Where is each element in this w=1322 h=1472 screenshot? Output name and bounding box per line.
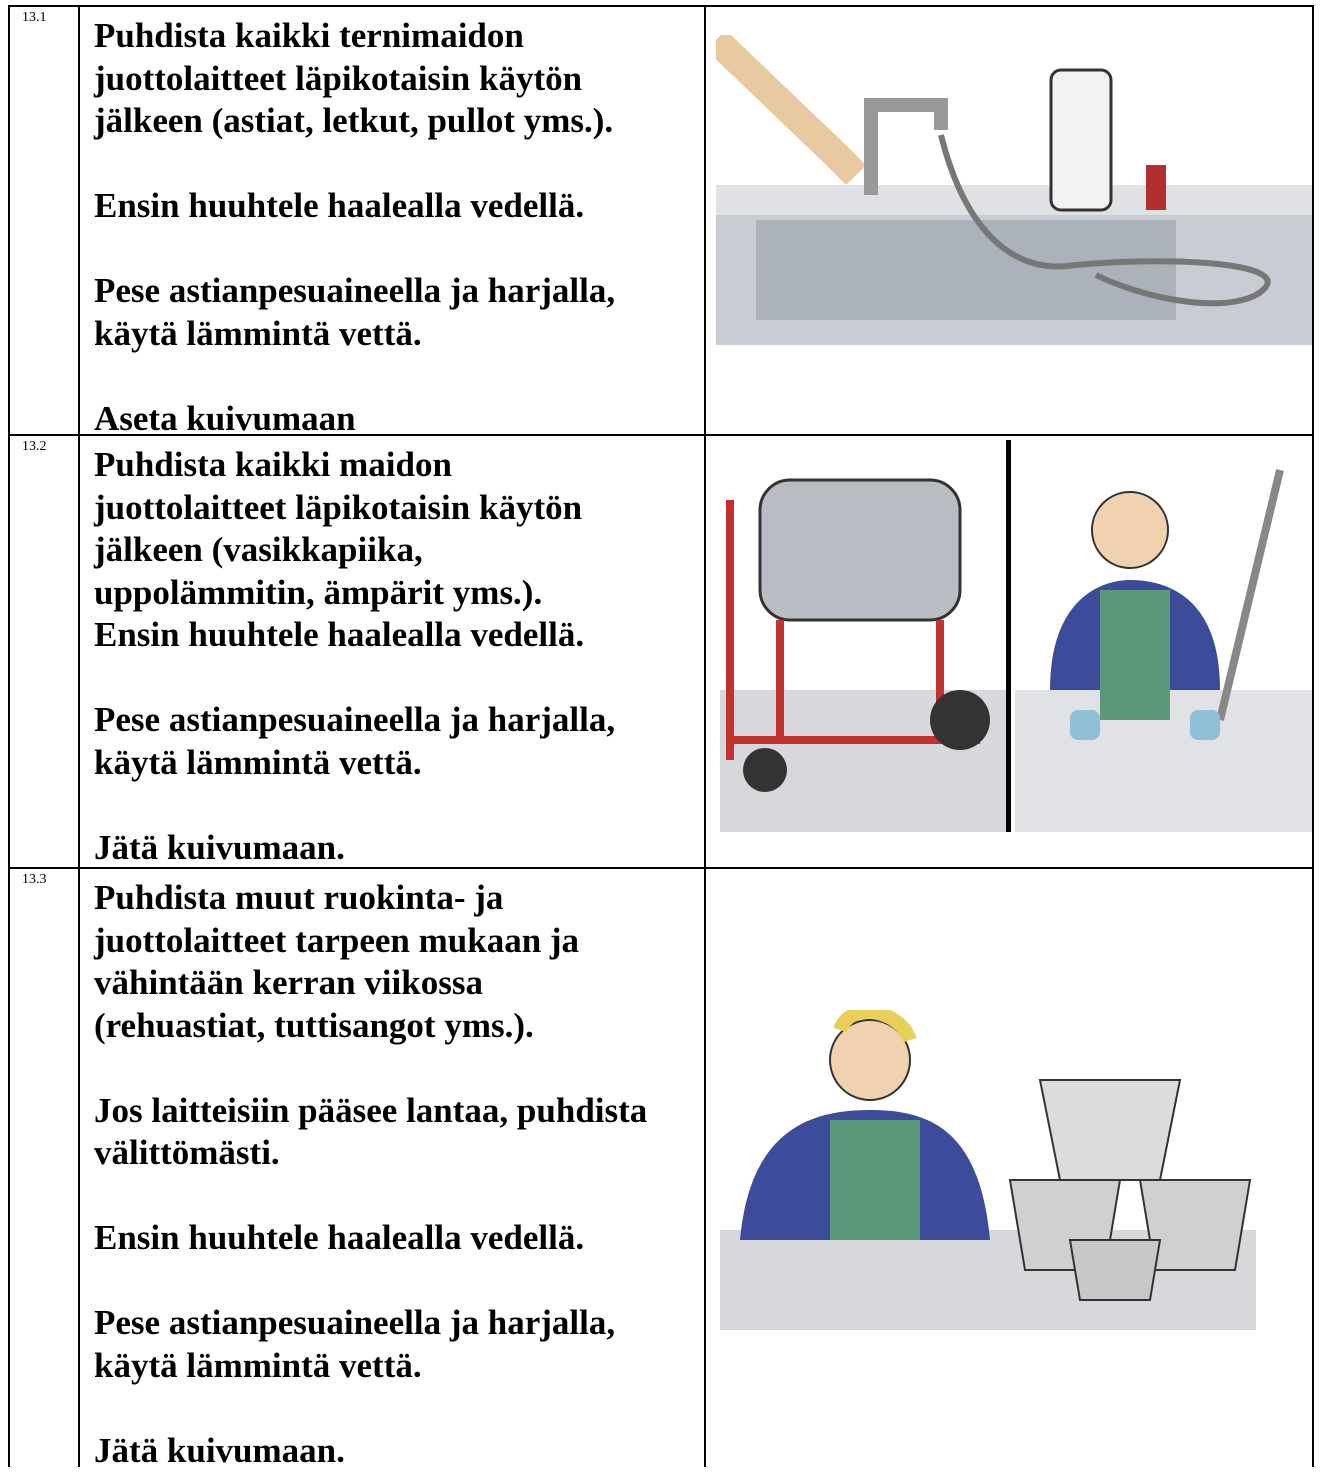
text-line: Pese astianpesuaineella ja harjalla,	[94, 1302, 704, 1345]
text-line: jälkeen (vasikkapiika,	[94, 529, 704, 572]
illustration-buckets	[720, 1010, 1256, 1330]
paragraph-gap	[94, 1175, 704, 1218]
text-line: Ensin huuhtele haalealla vedellä.	[94, 185, 704, 228]
text-line: käytä lämmintä vettä.	[94, 742, 704, 785]
row-number: 13.1	[10, 7, 78, 436]
illustration-cart-and-worker	[720, 440, 1312, 832]
text-line: juottolaitteet tarpeen mukaan ja	[94, 920, 704, 963]
text-line: käytä lämmintä vettä.	[94, 313, 704, 356]
paragraph-gap	[94, 228, 704, 271]
text-line: Puhdista muut ruokinta- ja	[94, 877, 704, 920]
text-line: käytä lämmintä vettä.	[94, 1345, 704, 1388]
text-line: jälkeen (astiat, letkut, pullot yms.).	[94, 100, 704, 143]
text-line: vähintään kerran viikossa	[94, 962, 704, 1005]
row-number: 13.2	[10, 436, 78, 869]
text-line: (rehuastiat, tuttisangot yms.).	[94, 1005, 704, 1048]
paragraph-gap	[94, 1387, 704, 1430]
paragraph-gap	[94, 657, 704, 700]
paragraph-gap	[94, 1047, 704, 1090]
text-line: Jätä kuivumaan.	[94, 827, 704, 870]
paragraph-gap	[94, 143, 704, 186]
text-line: Pese astianpesuaineella ja harjalla,	[94, 699, 704, 742]
paragraph-gap	[94, 1260, 704, 1303]
border	[704, 5, 706, 1467]
text-line: Jos laitteisiin pääsee lantaa, puhdista	[94, 1090, 704, 1133]
text-line: Jätä kuivumaan.	[94, 1430, 704, 1472]
text-line: juottolaitteet läpikotaisin käytön	[94, 58, 704, 101]
text-line: Aseta kuivumaan	[94, 398, 704, 441]
paragraph-gap	[94, 784, 704, 827]
text-line: välittömästi.	[94, 1132, 704, 1175]
text-line: Ensin huuhtele haalealla vedellä.	[94, 1217, 704, 1260]
text-line: Pese astianpesuaineella ja harjalla,	[94, 270, 704, 313]
text-line: Puhdista kaikki maidon	[94, 444, 704, 487]
row-number: 13.3	[10, 869, 78, 1469]
text-line: Puhdista kaikki ternimaidon	[94, 15, 704, 58]
text-line: Ensin huuhtele haalealla vedellä.	[94, 614, 704, 657]
illustration-sink	[716, 35, 1312, 347]
text-line: juottolaitteet läpikotaisin käytön	[94, 487, 704, 530]
text-line: uppolämmitin, ämpärit yms.).	[94, 572, 704, 615]
border	[1312, 5, 1314, 1467]
paragraph-gap	[94, 355, 704, 398]
